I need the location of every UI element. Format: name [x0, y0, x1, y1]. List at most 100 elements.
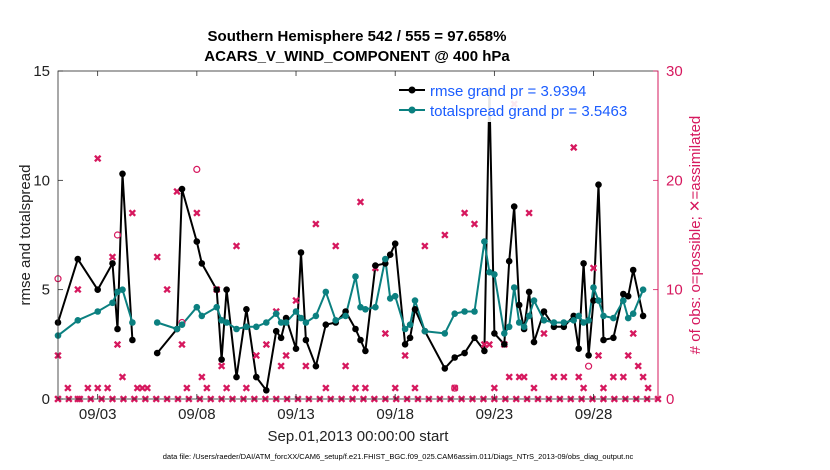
obs-assimilated-marker: ✖ [361, 382, 370, 395]
series-0-point [114, 325, 121, 333]
obs-assimilated-marker: ✖ [143, 382, 152, 395]
obs-assimilated-marker: ✖ [539, 327, 548, 340]
series-1-point [193, 303, 201, 311]
series-0-point [109, 260, 116, 267]
obs-zero-marker: ✖ [468, 393, 477, 406]
obs-assimilated-marker: ✖ [549, 371, 558, 384]
series-1-point [233, 325, 240, 333]
series-1-point [382, 255, 389, 263]
obs-assimilated-marker: ✖ [609, 371, 618, 384]
legend: rmse grand pr = 3.9394 totalspread grand… [395, 80, 657, 122]
series-1-point [213, 303, 220, 311]
series-1-point [362, 306, 369, 313]
series-1-point [178, 321, 186, 329]
y2-axis-ticks: 0 10 20 30 [653, 63, 683, 408]
obs-assimilated-marker: ✖ [177, 338, 186, 351]
obs-assimilated-marker: ✖ [321, 382, 330, 395]
obs-assimilated-marker: ✖ [391, 382, 400, 395]
series-0-point [585, 352, 592, 359]
y2-tick-label: 30 [666, 63, 683, 80]
obs-zero-marker: ✖ [653, 393, 662, 406]
series-0-point [629, 266, 637, 274]
obs-assimilated-marker: ✖ [93, 153, 102, 166]
series-0-point [610, 334, 617, 342]
series-0-point [129, 336, 136, 344]
obs-assimilated-marker: ✖ [202, 382, 211, 395]
obs-zero-marker: ✖ [152, 393, 161, 406]
obs-zero-marker: ✖ [130, 393, 139, 406]
series-1-point [94, 308, 101, 315]
obs-zero-marker: ✖ [435, 393, 444, 406]
series-1-point [173, 325, 181, 333]
obs-assimilated-marker: ✖ [624, 349, 633, 362]
series-0-point [372, 262, 379, 269]
obs-zero-marker: ✖ [293, 393, 302, 406]
series-1-point [114, 288, 121, 296]
series-0-point [272, 327, 280, 335]
chart-subtitle: ACARS_V_WIND_COMPONENT @ 400 hPa [204, 48, 510, 65]
series-1-point [525, 312, 533, 320]
obs-assimilated-marker: ✖ [579, 382, 588, 395]
y2-tick-label: 20 [666, 172, 683, 189]
series-0-point [505, 257, 513, 265]
series-1-point [610, 314, 617, 322]
series-1-point [451, 310, 459, 318]
series-0-point [501, 341, 508, 348]
obs-zero-marker: ✖ [446, 393, 455, 406]
series-0-point [391, 240, 399, 247]
obs-zero-marker: ✖ [490, 393, 499, 406]
series-1-point [352, 273, 359, 280]
plot-area [58, 71, 658, 399]
series-1-point [312, 312, 320, 320]
x-axis-ticks: 09/03 09/08 09/13 09/18 09/23 09/28 [79, 71, 612, 423]
series-1-point [401, 325, 409, 333]
series-0-point [297, 249, 305, 256]
obs-assimilated-marker: ✖ [420, 240, 429, 253]
obs-assimilated-marker: ✖ [128, 207, 137, 220]
series-1-point [292, 308, 300, 315]
obs-zero-marker: ✖ [228, 393, 237, 406]
obs-assimilated-marker: ✖ [262, 338, 271, 351]
series-0-point [213, 286, 220, 294]
series-0-point [471, 334, 478, 342]
obs-assimilated-marker: ✖ [138, 382, 147, 395]
obs-assimilated-marker: ✖ [490, 382, 499, 395]
series-1-point [491, 271, 498, 278]
series-1-point [515, 319, 523, 326]
obs-zero-marker: ✖ [381, 393, 390, 406]
series-1-point [386, 295, 394, 302]
series-1-point [560, 319, 568, 326]
y-axis-ticks: 0 5 10 15 [33, 63, 63, 408]
obs-assimilated-marker: ✖ [133, 382, 142, 395]
series-1-point [580, 319, 587, 326]
obs-zero-marker: ✖ [337, 393, 346, 406]
obs-assimilated-marker: ✖ [83, 382, 92, 395]
obs-assimilated-marker: ✖ [634, 360, 643, 373]
series-1-point [74, 317, 82, 324]
series-1-point [486, 268, 493, 276]
obs-zero-marker: ✖ [533, 393, 542, 406]
series-1-point [243, 323, 250, 331]
obs-zero-marker: ✖ [370, 393, 379, 406]
series-1-point [153, 319, 161, 326]
obs-assimilated-marker: ✖ [619, 371, 628, 384]
x-tick-label: 09/28 [575, 406, 613, 423]
obs-zero-marker: ✖ [250, 393, 259, 406]
series-0-point [600, 336, 607, 344]
y2-tick-label: 0 [666, 391, 674, 408]
series-1-point [590, 284, 597, 291]
obs-zero-marker: ✖ [457, 393, 466, 406]
series-1-point [540, 317, 548, 324]
obs-assimilated-marker: ✖ [63, 382, 72, 395]
series-0-point [595, 181, 602, 188]
y-tick-label: 0 [42, 391, 50, 408]
obs-zero-marker: ✖ [282, 393, 291, 406]
obs-assimilated-marker: ✖ [524, 207, 533, 220]
series-0-point [233, 373, 240, 381]
series-1-point [391, 292, 399, 300]
series-1-point [585, 317, 592, 324]
series-1-point [109, 299, 116, 307]
obs-zero-marker: ✖ [206, 393, 215, 406]
obs-assimilated-marker: ✖ [301, 360, 310, 373]
